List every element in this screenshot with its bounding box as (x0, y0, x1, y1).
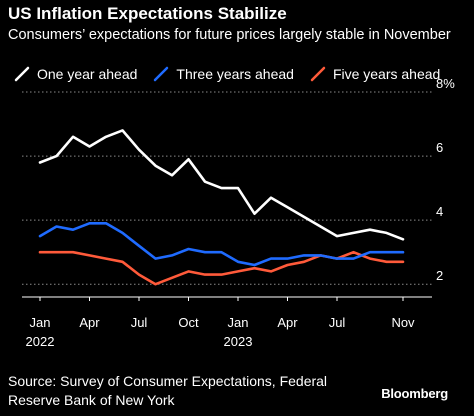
y-tick-label-4: 4 (436, 204, 443, 219)
x-tick-label-3: Oct (178, 315, 199, 330)
legend-swatch-one-year (14, 66, 30, 82)
x-tick-label-5: Apr (277, 315, 298, 330)
x-tick-label-4: Jan (228, 315, 249, 330)
legend-swatch-three-years (153, 66, 169, 82)
x-tick-year-4: 2023 (224, 334, 253, 349)
legend-item-five-years: Five years ahead (310, 66, 440, 82)
x-tick-label-2: Jul (131, 315, 148, 330)
legend-item-one-year: One year ahead (14, 66, 137, 82)
legend-item-three-years: Three years ahead (153, 66, 294, 82)
chart-title: US Inflation Expectations Stabilize (8, 4, 287, 23)
source-note: Source: Survey of Consumer Expectations,… (8, 373, 328, 408)
x-tick-label-7: Nov (391, 315, 415, 330)
legend-label-one-year: One year ahead (37, 66, 138, 82)
legend-label-five-years: Five years ahead (332, 66, 441, 82)
legend-swatch-five-years (310, 66, 326, 82)
x-tick-label-1: Apr (79, 315, 100, 330)
legend-label-three-years: Three years ahead (176, 66, 294, 82)
bloomberg-logo: Bloomberg (381, 386, 448, 401)
series-line-one-year-ahead (38, 129, 405, 241)
x-tick-year-0: 2022 (26, 334, 55, 349)
chart-subtitle: Consumers’ expectations for future price… (8, 27, 451, 43)
y-tick-label-2: 2 (436, 268, 443, 283)
series-line-five-years-ahead (38, 250, 405, 286)
legend: One year ahead Three years ahead Five ye… (14, 66, 440, 82)
x-tick-label-0: Jan (30, 315, 51, 330)
x-tick-label-6: Jul (329, 315, 346, 330)
y-tick-label-6: 6 (436, 140, 443, 155)
y-tick-label-8: 8% (436, 76, 455, 91)
series-line-three-years-ahead (38, 222, 405, 267)
